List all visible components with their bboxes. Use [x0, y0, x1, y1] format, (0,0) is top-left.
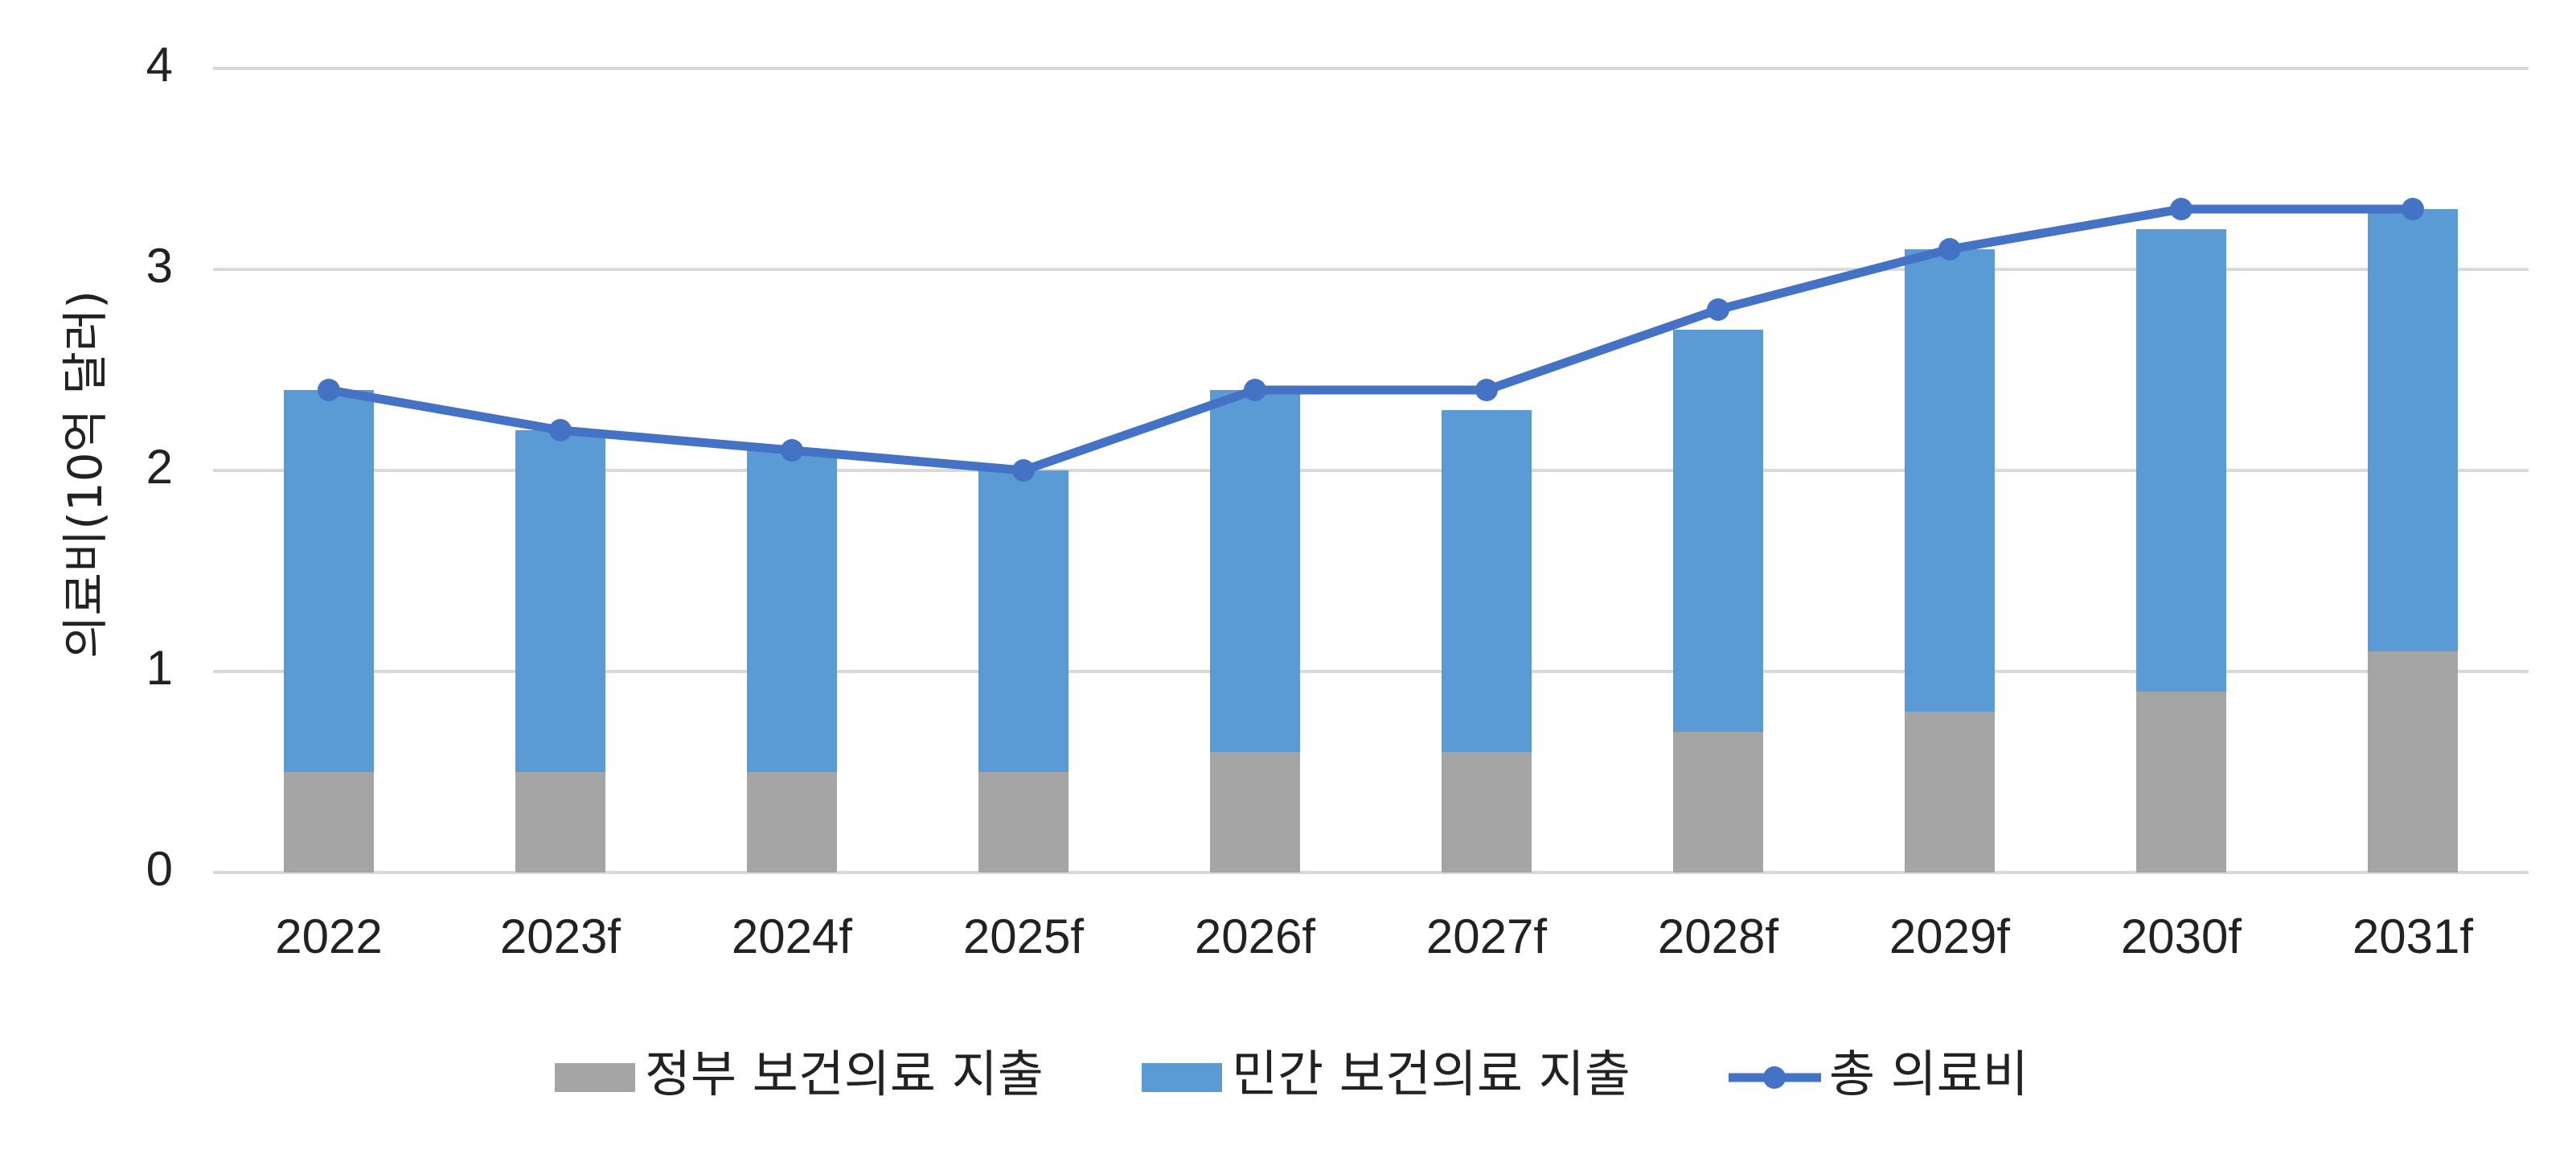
legend-swatch-private [1142, 1063, 1222, 1092]
total-point [781, 439, 803, 462]
bar-government [978, 772, 1069, 873]
bar-private [2368, 209, 2458, 651]
total-point [549, 419, 572, 441]
total-point [1012, 459, 1035, 482]
bars [284, 209, 2458, 873]
bar-government [284, 772, 374, 873]
x-tick-label: 2025f [963, 909, 1084, 963]
bar-private [747, 450, 837, 772]
y-tick-label: 0 [146, 842, 173, 896]
total-point [2170, 198, 2192, 220]
bar-government [1673, 732, 1763, 873]
y-tick-label: 3 [146, 239, 173, 293]
bar-private [1905, 249, 1995, 712]
x-tick-label: 2028f [1658, 909, 1778, 963]
bar-government [1442, 752, 1532, 873]
y-tick-label: 1 [146, 641, 173, 695]
legend-label: 민간 보건의료 지출 [1232, 1045, 1631, 1103]
bar-private [2136, 229, 2226, 692]
total-point [1244, 379, 1266, 401]
y-axis-label: 의료비(10억 달러) [58, 290, 113, 659]
bar-private [978, 470, 1069, 772]
legend-label: 정부 보건의료 지출 [645, 1045, 1044, 1103]
bar-private [1442, 410, 1532, 752]
bar-government [2368, 651, 2458, 873]
total-point [1475, 379, 1498, 401]
bar-private [1673, 330, 1763, 732]
total-line [318, 198, 2424, 482]
bar-government [1210, 752, 1300, 873]
legend-label: 총 의료비 [1829, 1045, 2028, 1103]
legend-swatch-total-marker [1763, 1066, 1786, 1089]
bar-private [1210, 390, 1300, 752]
x-tick-labels: 2022 2023f 2024f 2025f 2026f 2027f 2028f 2029f 2… [275, 909, 2473, 963]
x-tick-label: 2026f [1195, 909, 1315, 963]
total-series-line [324, 204, 2418, 475]
y-tick-label: 2 [146, 440, 173, 494]
x-tick-label: 2022 [275, 909, 382, 963]
y-tick-label: 4 [146, 38, 173, 92]
x-tick-label: 2023f [500, 909, 621, 963]
legend-swatch-government [555, 1063, 635, 1092]
total-point [318, 379, 340, 401]
legend: 정부 보건의료 지출 민간 보건의료 지출 총 의료비 [555, 1045, 2028, 1103]
x-tick-label: 2029f [1889, 909, 2010, 963]
total-point [2402, 198, 2424, 220]
bar-private [515, 430, 605, 772]
x-tick-label: 2024f [732, 909, 852, 963]
bar-private [284, 390, 374, 772]
bar-government [747, 772, 837, 873]
y-tick-labels: 0 1 2 3 4 [146, 38, 173, 896]
total-point [1938, 238, 1961, 261]
bar-government [515, 772, 605, 873]
x-tick-label: 2027f [1426, 909, 1547, 963]
total-point [1707, 298, 1729, 321]
bar-government [1905, 712, 1995, 873]
bar-government [2136, 692, 2226, 873]
x-tick-label: 2030f [2121, 909, 2242, 963]
x-tick-label: 2031f [2352, 909, 2473, 963]
